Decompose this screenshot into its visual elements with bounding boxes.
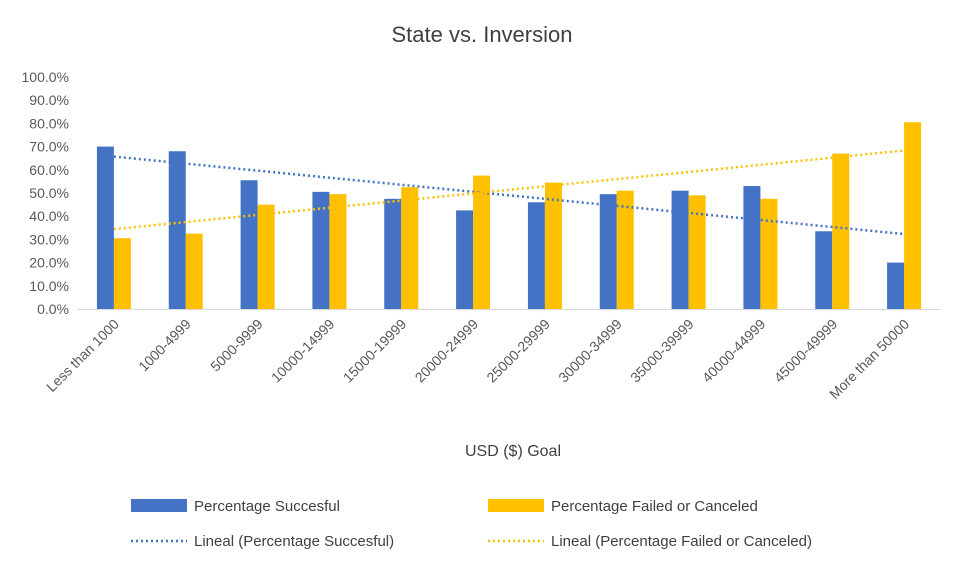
trendline-succesful <box>113 155 905 236</box>
y-axis-ticks: 0.0% 10.0% 20.0% 30.0% 40.0% 50.0% 60.0% 70.0% 8… <box>22 69 69 317</box>
bar-succesful <box>240 180 258 309</box>
bar-succesful <box>743 186 761 309</box>
trendline-failed <box>113 149 905 231</box>
bar-succesful <box>671 190 689 309</box>
bars <box>96 122 922 310</box>
x-axis-title: USD ($) Goal <box>465 443 561 460</box>
x-tick-label: 5000-9999 <box>207 316 266 375</box>
bar-failed <box>113 238 131 309</box>
x-tick-label: Less than 1000 <box>43 316 122 395</box>
bar-failed <box>832 153 850 309</box>
bar-succesful <box>887 262 905 309</box>
y-tick-label: 50.0% <box>29 185 69 201</box>
bar-succesful <box>815 231 833 309</box>
x-tick-label: 15000-19999 <box>340 316 410 386</box>
bar-succesful <box>527 202 545 309</box>
x-tick-label: 45000-49999 <box>771 316 841 386</box>
bar-failed <box>904 122 922 310</box>
x-tick-label: 30000-34999 <box>555 316 625 386</box>
y-tick-label: 80.0% <box>29 115 69 131</box>
x-tick-label: More than 50000 <box>826 316 912 402</box>
x-tick-label: 35000-39999 <box>627 316 697 386</box>
x-tick-label: 40000-44999 <box>699 316 769 386</box>
legend-label-trend-failed: Lineal (Percentage Failed or Canceled) <box>551 533 812 550</box>
bar-succesful <box>456 210 474 309</box>
trendlines <box>113 149 905 236</box>
legend-label-trend-succesful: Lineal (Percentage Succesful) <box>194 533 394 550</box>
y-tick-label: 10.0% <box>29 278 69 294</box>
bar-succesful <box>312 191 330 309</box>
x-tick-label: 20000-24999 <box>412 316 482 386</box>
bar-failed <box>473 175 491 309</box>
bar-succesful <box>168 151 186 309</box>
bar-failed <box>544 182 562 309</box>
bar-succesful <box>599 194 617 309</box>
bar-failed <box>760 198 778 309</box>
bar-failed <box>616 190 634 309</box>
legend-label-succesful: Percentage Succesful <box>194 498 340 515</box>
y-tick-label: 60.0% <box>29 162 69 178</box>
legend-swatch-failed <box>488 499 544 512</box>
y-tick-label: 30.0% <box>29 231 69 247</box>
legend-label-failed: Percentage Failed or Canceled <box>551 498 758 515</box>
bar-failed <box>185 233 203 309</box>
y-tick-label: 100.0% <box>22 69 69 85</box>
y-tick-label: 90.0% <box>29 92 69 108</box>
bar-failed <box>401 187 419 309</box>
bar-failed <box>329 194 347 309</box>
bar-failed <box>688 195 706 309</box>
x-tick-label: 25000-29999 <box>483 316 553 386</box>
bar-failed <box>257 204 275 309</box>
y-tick-label: 40.0% <box>29 208 69 224</box>
x-tick-label: 10000-14999 <box>268 316 338 386</box>
bar-succesful <box>96 146 114 309</box>
bar-succesful <box>384 198 402 309</box>
legend-swatch-succesful <box>131 499 187 512</box>
x-axis-ticks: Less than 1000 1000-4999 5000-9999 10000-14… <box>43 316 912 402</box>
y-tick-label: 70.0% <box>29 139 69 155</box>
y-tick-label: 20.0% <box>29 255 69 271</box>
legend: Percentage Succesful Percentage Failed o… <box>131 498 812 550</box>
x-tick-label: 1000-4999 <box>135 316 194 375</box>
y-tick-label: 0.0% <box>37 301 69 317</box>
chart-title: State vs. Inversion <box>392 22 573 47</box>
